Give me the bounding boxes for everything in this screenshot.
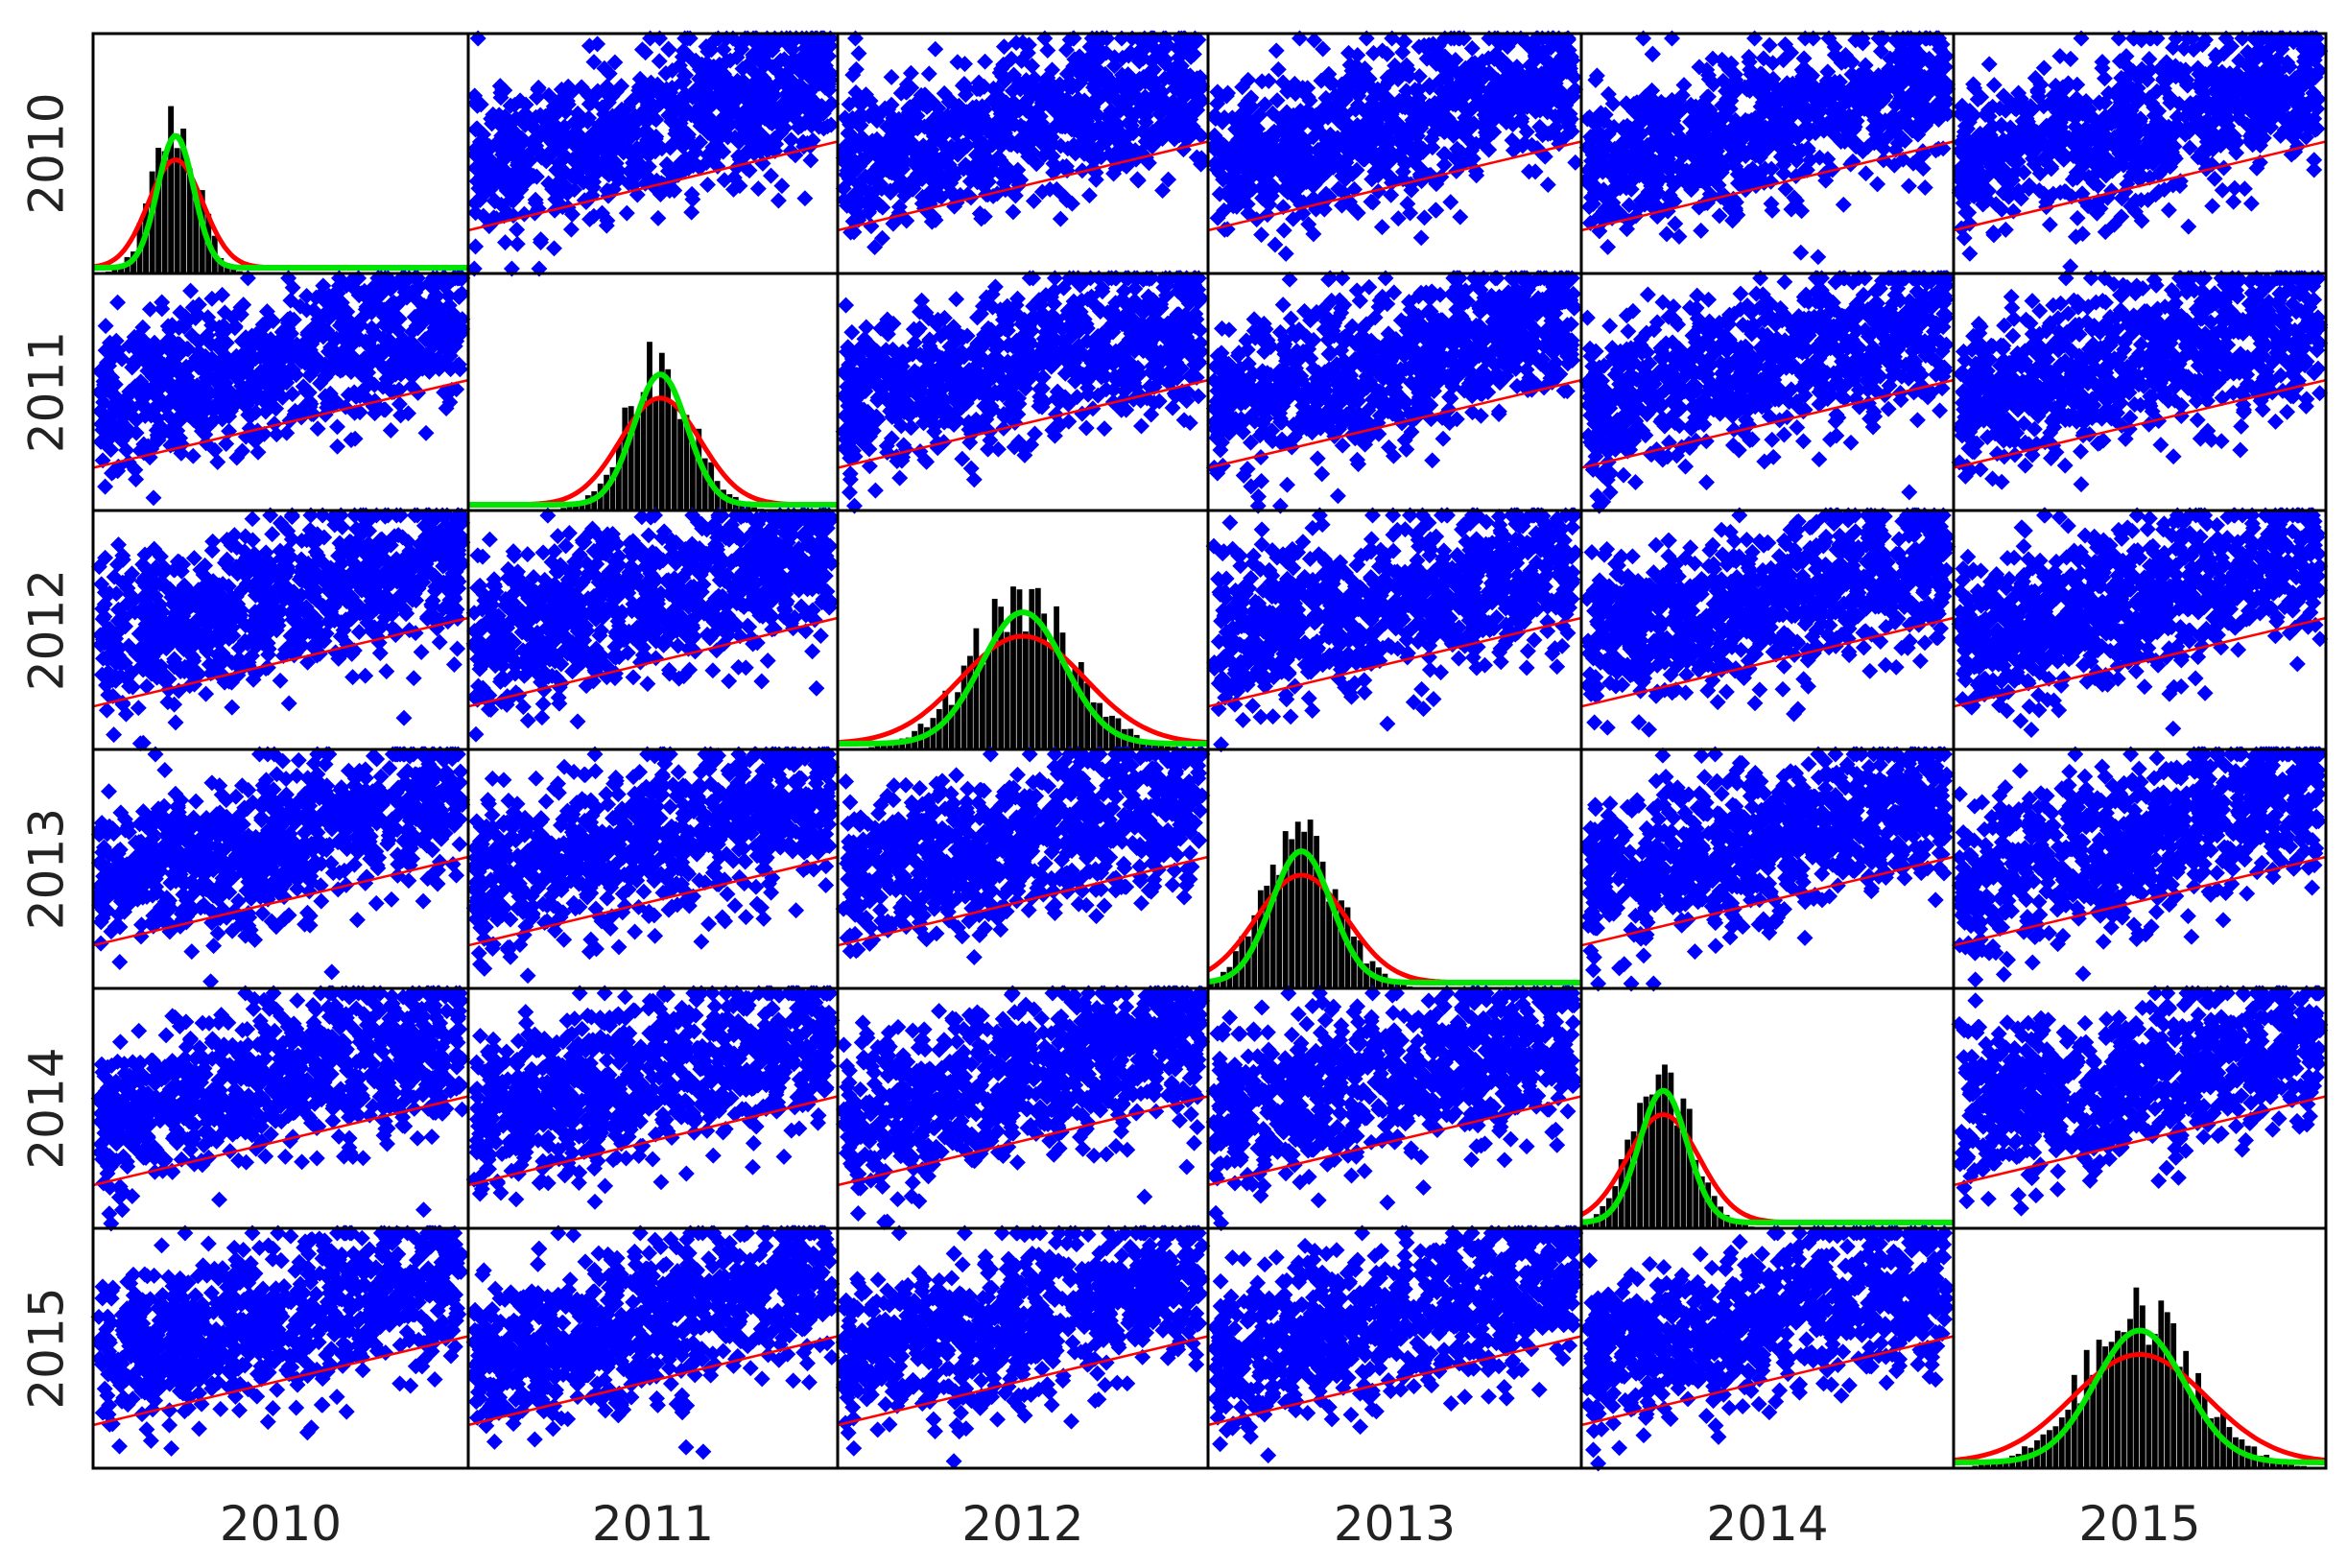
cell-2010-vs-2010 bbox=[93, 34, 468, 273]
cell-frame bbox=[93, 34, 468, 273]
cell-2014-vs-2011 bbox=[466, 986, 841, 1228]
cell-2015-vs-2015 bbox=[1954, 1228, 2326, 1468]
cell-2012-vs-2014 bbox=[1579, 508, 1956, 749]
col-label-2013: 2013 bbox=[1334, 1496, 1456, 1552]
cell-2011-vs-2014 bbox=[1579, 270, 1956, 513]
cell-2015-vs-2012 bbox=[836, 1225, 1211, 1470]
cell-2011-vs-2013 bbox=[1206, 270, 1582, 513]
cell-2011-vs-2015 bbox=[1952, 270, 2329, 511]
cell-2013-vs-2014 bbox=[1579, 747, 1955, 992]
scatter-points bbox=[836, 1225, 1211, 1470]
cell-2013-vs-2012 bbox=[836, 747, 1211, 988]
row-label-2010: 2010 bbox=[19, 92, 75, 214]
scatter-points bbox=[1579, 31, 1956, 266]
scatter-points bbox=[1952, 508, 2329, 738]
cell-2010-vs-2011 bbox=[466, 31, 840, 277]
row-label-2014: 2014 bbox=[19, 1047, 75, 1169]
scatter-points bbox=[1206, 1225, 1583, 1464]
row-label-2012: 2012 bbox=[19, 569, 75, 691]
cell-2014-vs-2015 bbox=[1952, 986, 2329, 1228]
cell-2011-vs-2011 bbox=[468, 273, 838, 511]
scatter-points bbox=[1579, 508, 1956, 738]
cell-2012-vs-2015 bbox=[1952, 508, 2329, 749]
cell-2012-vs-2011 bbox=[466, 508, 841, 749]
cell-2013-vs-2015 bbox=[1952, 747, 2328, 988]
cell-2010-vs-2014 bbox=[1579, 31, 1956, 273]
col-label-2010: 2010 bbox=[220, 1496, 342, 1552]
cell-2010-vs-2012 bbox=[836, 31, 1210, 273]
scatter-points bbox=[91, 508, 471, 752]
cell-2012-vs-2012 bbox=[838, 511, 1208, 749]
row-label-2013: 2013 bbox=[19, 808, 75, 930]
cell-2014-vs-2014 bbox=[1581, 988, 1954, 1228]
scatter-points bbox=[91, 1225, 470, 1457]
cell-2014-vs-2012 bbox=[836, 986, 1210, 1231]
scatter-points bbox=[836, 986, 1210, 1231]
scatter-points bbox=[466, 508, 841, 743]
scatter-points bbox=[91, 747, 470, 990]
cell-2015-vs-2014 bbox=[1579, 1225, 1956, 1472]
col-label-2014: 2014 bbox=[1706, 1496, 1828, 1552]
col-label-2012: 2012 bbox=[961, 1496, 1083, 1552]
scatter-points bbox=[1952, 270, 2329, 492]
cell-2012-vs-2010 bbox=[91, 508, 471, 752]
cell-2014-vs-2013 bbox=[1206, 986, 1583, 1232]
cell-2013-vs-2011 bbox=[466, 747, 841, 988]
scatter-points bbox=[466, 1225, 841, 1461]
cell-2014-vs-2010 bbox=[91, 986, 471, 1232]
cell-2015-vs-2011 bbox=[466, 1225, 841, 1468]
cell-2013-vs-2010 bbox=[91, 747, 470, 990]
col-label-2015: 2015 bbox=[2078, 1496, 2200, 1552]
scatter-points bbox=[91, 270, 470, 506]
cell-2013-vs-2013 bbox=[1208, 749, 1581, 988]
cell-2011-vs-2012 bbox=[836, 270, 1210, 513]
scatter-points bbox=[836, 31, 1210, 255]
row-label-2011: 2011 bbox=[19, 331, 75, 453]
cell-2010-vs-2013 bbox=[1206, 31, 1583, 273]
cell-2015-vs-2013 bbox=[1206, 1225, 1583, 1468]
cell-2010-vs-2015 bbox=[1952, 31, 2329, 275]
scatter-points bbox=[466, 747, 841, 985]
scatter-points bbox=[1952, 31, 2329, 275]
scatter-points bbox=[1952, 986, 2329, 1217]
scatter-points bbox=[1206, 31, 1583, 262]
cell-2012-vs-2013 bbox=[1206, 508, 1584, 753]
scatter-points bbox=[1206, 986, 1583, 1232]
scatter-points bbox=[1952, 747, 2328, 988]
col-label-2011: 2011 bbox=[592, 1496, 714, 1552]
scatter-points bbox=[466, 986, 841, 1210]
row-label-2015: 2015 bbox=[19, 1287, 75, 1409]
cell-2015-vs-2010 bbox=[91, 1225, 470, 1468]
cell-2011-vs-2010 bbox=[91, 270, 470, 511]
